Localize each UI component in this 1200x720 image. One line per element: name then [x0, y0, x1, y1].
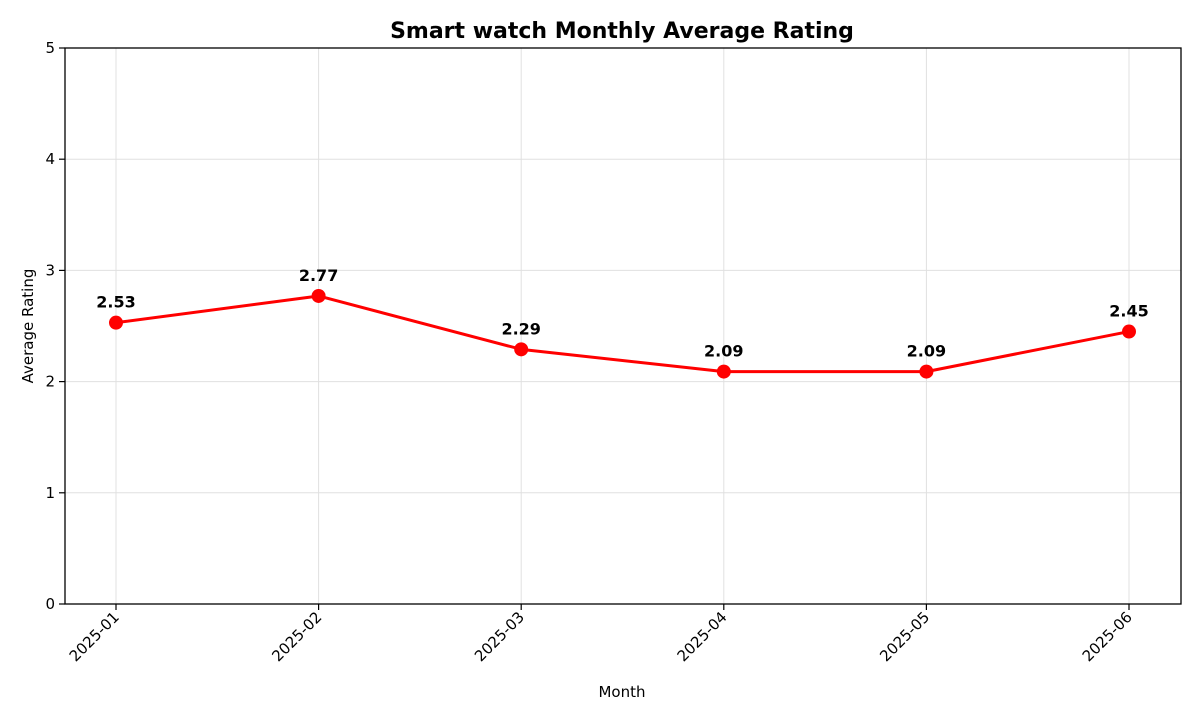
x-tick-label: 2025-06	[1079, 608, 1136, 665]
axes	[64, 47, 1182, 605]
grid	[65, 47, 1181, 605]
data-point	[1122, 324, 1136, 339]
x-tick-label: 2025-04	[674, 608, 731, 665]
x-tick-label: 2025-02	[268, 608, 325, 665]
data-point	[716, 364, 731, 379]
ticks: 0 1 2 3 4 5 2025-01 2025-02 2025-03 2025-04 2025-0…	[45, 39, 1135, 665]
data-label: 2.77	[299, 266, 338, 285]
data-point	[311, 288, 326, 303]
data-point	[919, 364, 934, 379]
series	[109, 288, 1136, 379]
y-tick-label: 3	[45, 261, 55, 279]
data-label: 2.29	[501, 319, 540, 338]
x-tick-label: 2025-03	[471, 608, 528, 665]
x-axis-label: Month	[598, 683, 645, 701]
y-tick-label: 5	[45, 39, 55, 57]
data-point	[109, 315, 123, 330]
data-label: 2.09	[704, 342, 743, 361]
series-line	[115, 294, 1130, 374]
y-tick-label: 2	[45, 373, 55, 391]
x-tick-label: 2025-05	[876, 608, 933, 665]
data-label: 2.53	[96, 293, 135, 312]
y-tick-label: 0	[45, 595, 55, 613]
y-tick-label: 1	[45, 484, 55, 502]
y-tick-label: 4	[45, 150, 55, 168]
data-label: 2.09	[907, 342, 946, 361]
plot-frame	[64, 47, 1182, 605]
data-labels: 2.53 2.77 2.29 2.09 2.09 2.45	[96, 266, 1148, 361]
y-axis-label: Average Rating	[19, 269, 37, 384]
data-point	[514, 342, 529, 357]
chart-title: Smart watch Monthly Average Rating	[390, 19, 854, 44]
x-tick-label: 2025-01	[66, 608, 123, 665]
data-label: 2.45	[1109, 302, 1148, 321]
